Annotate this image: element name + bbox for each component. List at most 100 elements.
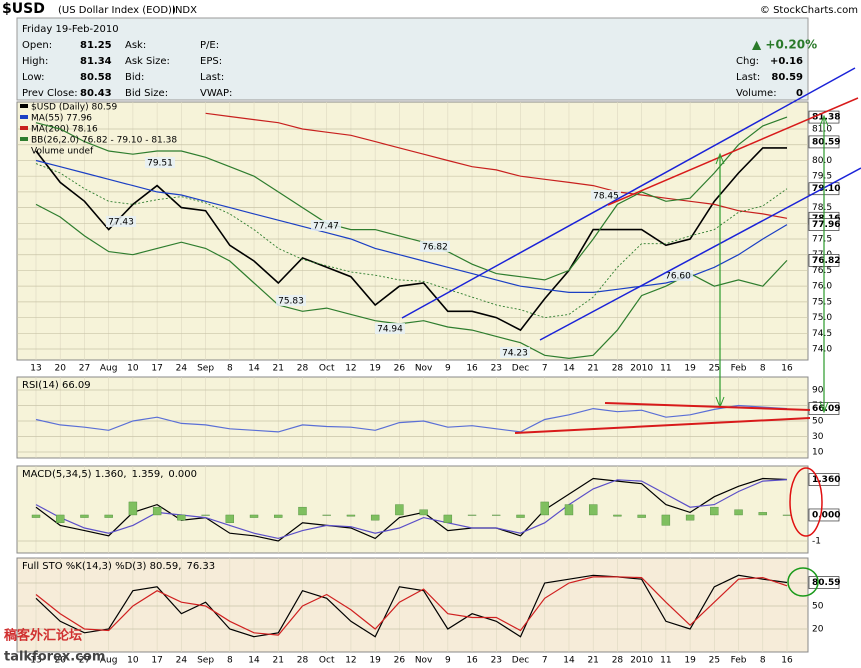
symbol-name: (US Dollar Index (EOD)) xyxy=(58,5,176,16)
histogram-bar xyxy=(564,504,574,516)
header-field: Bid Size: xyxy=(125,88,168,99)
x-tick-label: Aug xyxy=(100,656,118,666)
y-tick-label: 75.5 xyxy=(812,297,832,307)
panel: -1 1.360 0.000 MACD(5,34,5) 1.360, 1.359, 0.0… xyxy=(16,465,840,554)
y-tick-label: 79.5 xyxy=(812,172,832,182)
value-tag-label: 77.96 xyxy=(812,220,840,230)
value-tag-label: 76.82 xyxy=(812,256,840,266)
histogram-bar xyxy=(467,514,477,516)
x-tick-label: Nov xyxy=(415,364,433,374)
x-tick-label: 9 xyxy=(445,656,451,666)
panel-title: 1.359, xyxy=(132,469,164,480)
annotation-box xyxy=(106,216,136,227)
red-trendline xyxy=(607,97,859,206)
legend-swatch xyxy=(20,104,28,108)
histogram-bar xyxy=(492,514,501,516)
price-annotation: 76.82 xyxy=(422,243,448,253)
histogram-bar xyxy=(152,506,162,516)
series-line xyxy=(35,574,788,638)
x-tick-label: Feb xyxy=(731,656,747,666)
header-field: Bid: xyxy=(125,72,144,83)
x-tick-label: 10 xyxy=(127,364,139,374)
x-tick-label: Aug xyxy=(100,364,118,374)
change-pct: ▲ +0.20% xyxy=(752,38,817,52)
x-tick-label: 21 xyxy=(587,364,598,374)
y-tick-label: 76.5 xyxy=(812,266,832,276)
x-tick-label: 27 xyxy=(79,656,90,666)
sto-circle xyxy=(787,567,819,597)
x-tick-label: 28 xyxy=(612,656,624,666)
histogram-bar xyxy=(177,514,186,521)
x-tick-label: 12 xyxy=(345,656,356,666)
y-tick-label: 76.0 xyxy=(812,282,832,292)
price-annotation: 74.94 xyxy=(377,325,403,335)
header-field: Prev Close: xyxy=(22,88,78,99)
header-field: 81.34 xyxy=(80,56,112,67)
chg: +0.16 xyxy=(770,56,803,67)
histogram-bar xyxy=(758,512,767,516)
x-tick-label: 24 xyxy=(176,364,188,374)
annotation-box xyxy=(375,323,405,334)
volume: 0 xyxy=(796,88,803,99)
x-tick-label: 25 xyxy=(709,656,720,666)
header-field: VWAP: xyxy=(200,88,232,99)
histogram-bar xyxy=(782,514,792,516)
y-tick-label: 74.0 xyxy=(812,345,832,355)
histogram-bar xyxy=(395,504,404,516)
value-tag-label: 80.59 xyxy=(812,137,840,147)
band-middle xyxy=(35,163,788,319)
y-tick-label: 10 xyxy=(812,448,824,458)
histogram-bar xyxy=(419,509,428,516)
copyright: © StockCharts.com xyxy=(760,5,858,16)
x-tick-label: 28 xyxy=(612,364,624,374)
annotation-box xyxy=(420,241,450,252)
chg-label: Chg: xyxy=(736,56,759,67)
histogram-bar xyxy=(734,509,743,516)
legend-swatch xyxy=(20,137,28,141)
histogram-bar xyxy=(370,514,380,521)
annotation-box xyxy=(591,190,621,201)
value-tag-label: 80.59 xyxy=(812,578,840,588)
x-tick-label: 20 xyxy=(54,656,66,666)
x-tick-label: 23 xyxy=(491,364,502,374)
header-field: High: xyxy=(22,56,48,67)
plot-area xyxy=(16,557,809,653)
channel-lower xyxy=(539,167,861,341)
x-tick-label: 13 xyxy=(30,656,41,666)
x-tick-label: 9 xyxy=(445,364,451,374)
legend-swatch xyxy=(20,126,28,130)
series-line xyxy=(35,147,787,332)
series-line xyxy=(35,576,788,636)
legend-label: $USD (Daily) 80.59 xyxy=(31,103,118,113)
x-tick-label: 17 xyxy=(151,656,162,666)
y-tick-label: 80.0 xyxy=(812,156,832,166)
legend-label: BB(26,2.0) 76.82 - 79.10 - 81.38 xyxy=(31,136,177,146)
histogram-bar xyxy=(128,501,138,516)
header-field: 80.58 xyxy=(80,72,112,83)
x-tick-label: 17 xyxy=(151,364,162,374)
x-tick-label: Oct xyxy=(319,656,335,666)
x-tick-label: 28 xyxy=(297,364,309,374)
panel-title: 76.33 xyxy=(186,561,215,572)
y-tick-label: 75.0 xyxy=(812,313,832,323)
x-tick-label: Sep xyxy=(197,364,214,374)
y-tick-label: 90 xyxy=(812,386,824,396)
last-label: Last: xyxy=(736,72,760,83)
histogram-bar xyxy=(31,514,41,518)
exchange: INDX xyxy=(172,5,197,16)
header-field: Low: xyxy=(22,72,45,83)
price-annotation: 75.83 xyxy=(278,297,304,307)
x-tick-label: 13 xyxy=(30,364,41,374)
histogram-bar xyxy=(274,514,283,518)
x-tick-label: 7 xyxy=(542,656,548,666)
x-tick-label: 14 xyxy=(248,364,260,374)
x-tick-label: 26 xyxy=(394,656,406,666)
histogram-bar xyxy=(225,514,235,523)
series-line xyxy=(35,404,788,433)
channel-upper xyxy=(401,67,856,319)
y-tick-label: 81.0 xyxy=(812,125,832,135)
value-tag xyxy=(808,576,840,589)
watermark: 稿客外汇论坛 xyxy=(4,628,82,644)
y-tick-label: 74.5 xyxy=(812,329,832,339)
